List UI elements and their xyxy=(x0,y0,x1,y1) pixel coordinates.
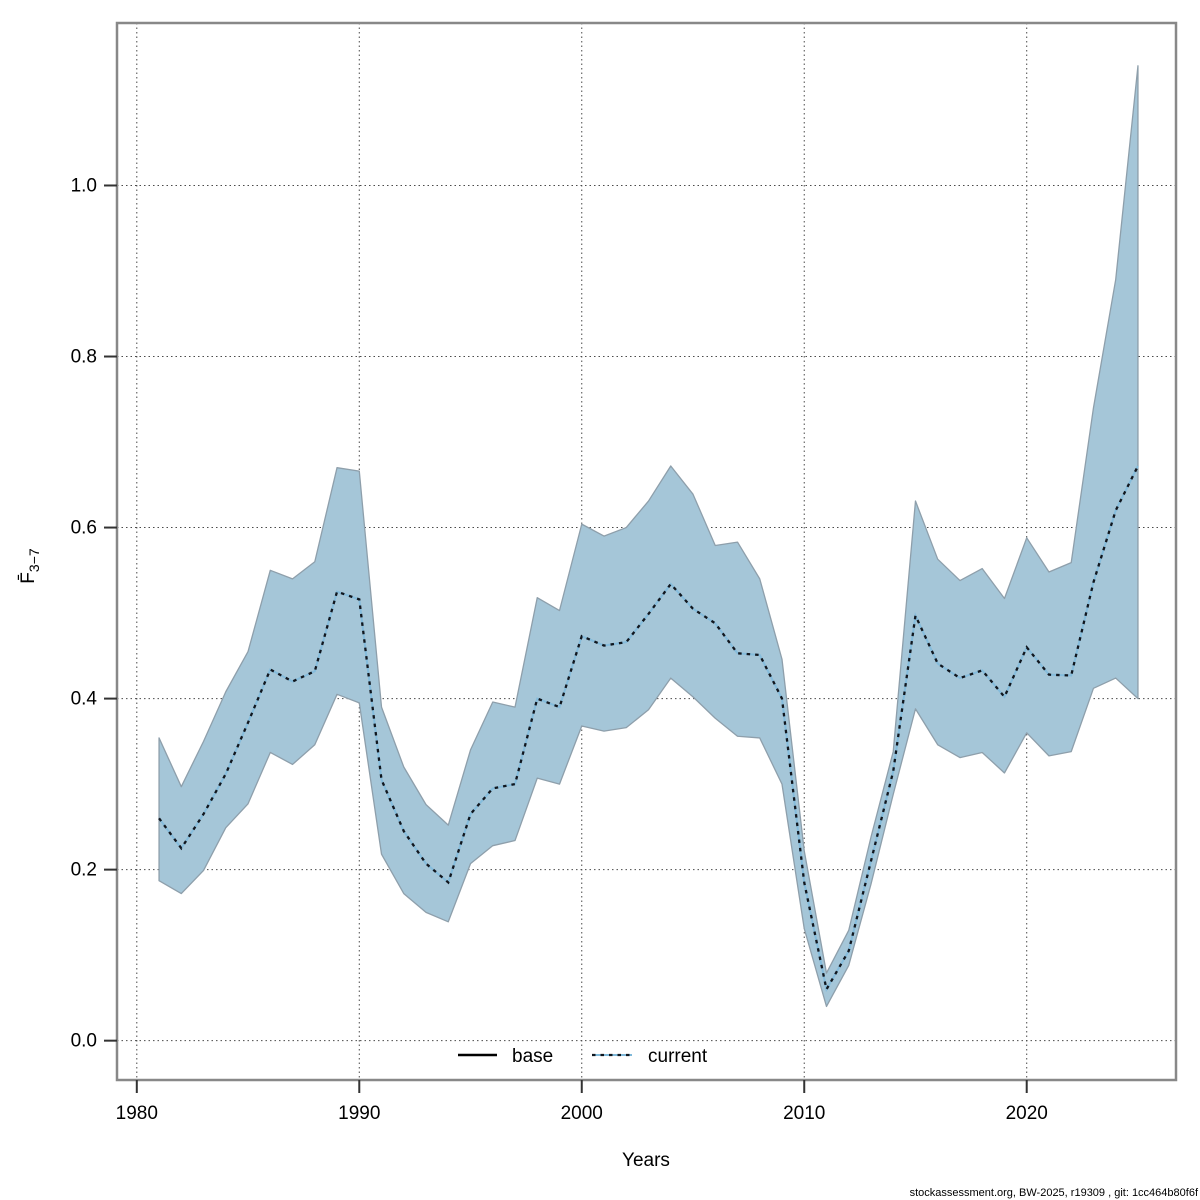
series-line-layer xyxy=(158,465,1139,993)
y-tick-label: 0.0 xyxy=(71,1031,97,1052)
legend-label-current: current xyxy=(648,1046,708,1067)
footer-watermark: stockassessment.org, BW-2025, r19309 , g… xyxy=(910,1187,1199,1199)
x-tick-label: 1980 xyxy=(116,1103,158,1124)
y-axis-label: F̄3−7 xyxy=(18,548,42,584)
x-tick-label: 1990 xyxy=(338,1103,380,1124)
y-tick-label: 0.8 xyxy=(71,347,97,368)
confidence-band-layer xyxy=(158,65,1139,1008)
x-tick-label: 2000 xyxy=(561,1103,603,1124)
y-axis-label-main: F̄ xyxy=(18,572,39,584)
y-axis-label-subscript: 3−7 xyxy=(26,548,42,572)
confidence-band xyxy=(158,65,1139,1008)
legend-label-base: base xyxy=(512,1046,553,1067)
y-tick-label: 1.0 xyxy=(71,175,97,196)
x-axis-label: Years xyxy=(622,1150,670,1171)
legend: base current xyxy=(458,1046,708,1067)
y-tick-label: 0.4 xyxy=(71,689,98,710)
axis-tick-layer xyxy=(104,184,1028,1093)
current-line xyxy=(158,465,1139,993)
x-tick-label: 2010 xyxy=(783,1103,825,1124)
y-tick-label: 0.6 xyxy=(71,518,97,539)
y-tick-label: 0.2 xyxy=(71,860,97,881)
axis-tick-labels: 1980 1990 2000 2010 2020 0.0 0.2 0.4 0.6 0.8 1.0 xyxy=(71,175,1048,1124)
x-tick-label: 2020 xyxy=(1006,1103,1048,1124)
plot-border xyxy=(115,21,1178,1082)
